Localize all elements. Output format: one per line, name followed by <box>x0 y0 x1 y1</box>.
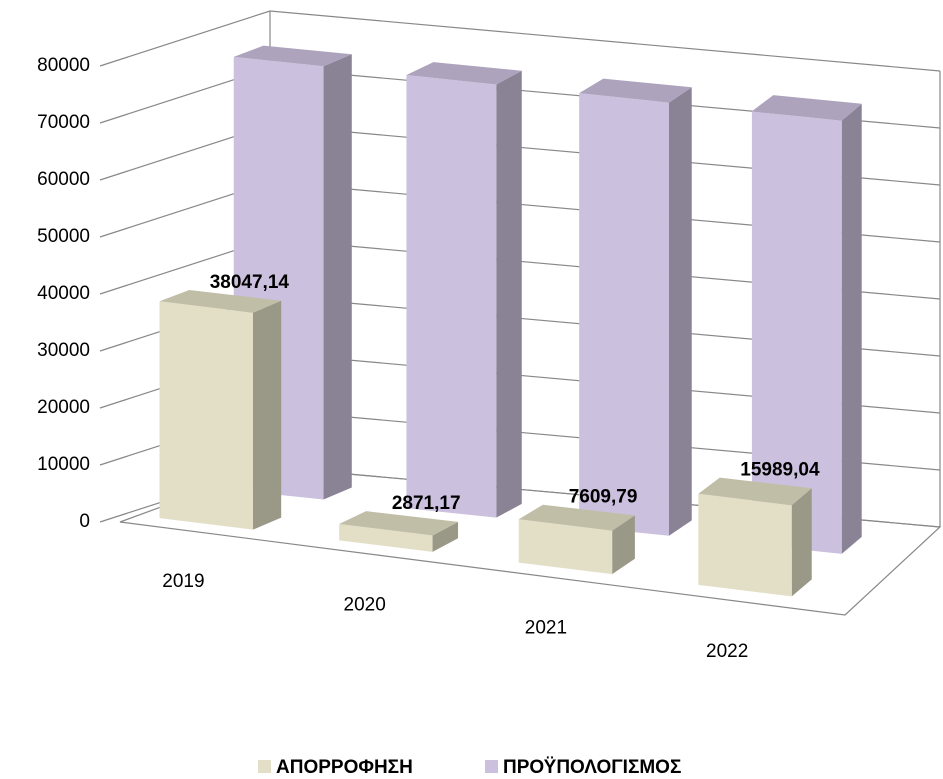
grid-line <box>99 10 941 72</box>
y-tick-label: 40000 <box>37 283 90 304</box>
bar-side <box>612 515 635 575</box>
bar-top <box>518 504 635 531</box>
y-tick-label: 30000 <box>37 340 90 361</box>
bar-front <box>751 111 842 554</box>
bar-side <box>252 300 282 530</box>
bar-front <box>579 93 669 536</box>
y-tick-label: 20000 <box>37 397 90 418</box>
legend-swatch <box>485 760 498 773</box>
bar-side <box>668 87 692 536</box>
y-tick-label: 80000 <box>37 55 90 76</box>
x-tick-label: 2019 <box>162 571 204 592</box>
bar-top <box>233 45 352 67</box>
value-label: 7609,79 <box>569 487 638 508</box>
bar <box>406 62 522 518</box>
bar-front <box>339 523 433 552</box>
x-tick-label: 2020 <box>344 594 386 615</box>
x-tick-label: 2021 <box>525 618 567 639</box>
y-tick-label: 50000 <box>37 226 90 247</box>
bar <box>159 290 282 530</box>
bar-top <box>698 477 812 506</box>
y-tick-label: 60000 <box>37 169 90 190</box>
bar-side <box>323 54 352 500</box>
y-tick-label: 0 <box>79 511 90 532</box>
legend-swatch <box>258 760 271 773</box>
bar <box>751 95 862 554</box>
legend-label: ΠΡΟΫΠΟΛΟΓΙΣΜΟΣ <box>503 757 681 778</box>
bar <box>518 504 635 575</box>
y-tick-label: 70000 <box>37 112 90 133</box>
bar-top <box>751 95 862 121</box>
bar <box>579 78 692 536</box>
legend-label: ΑΠΟΡΡΟΦΗΣΗ <box>276 757 413 778</box>
bar-front <box>698 493 792 597</box>
value-label: 15989,04 <box>740 460 820 481</box>
bar-top <box>406 62 522 85</box>
bar-top <box>159 290 282 313</box>
bar-top <box>339 511 459 536</box>
bar-side <box>432 521 459 552</box>
bar-side <box>496 70 522 518</box>
value-label: 38047,14 <box>210 272 290 293</box>
bar <box>698 477 812 597</box>
bar-front <box>518 519 613 575</box>
bar-side <box>791 488 812 597</box>
bar-front <box>406 75 497 518</box>
value-label: 2871,17 <box>392 493 461 514</box>
bar-front <box>159 301 253 530</box>
x-tick-label: 2022 <box>706 641 748 662</box>
y-tick-label: 10000 <box>37 454 90 475</box>
bar-side <box>841 103 862 554</box>
bar-top <box>579 78 692 103</box>
bar <box>339 511 459 552</box>
